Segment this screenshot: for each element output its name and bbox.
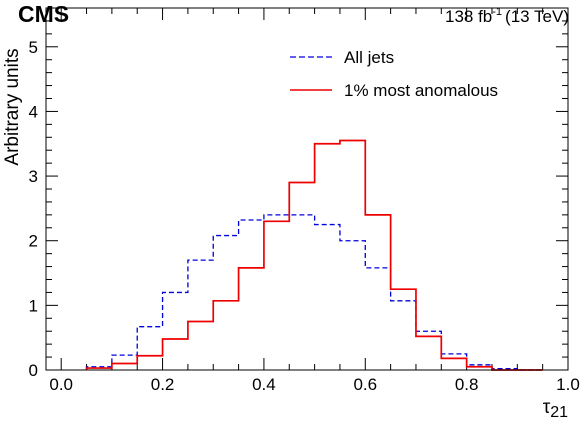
series-most-anomalous	[85, 139, 543, 371]
y-tick-label: 4	[29, 102, 38, 121]
x-tick-label: 0.6	[353, 375, 377, 394]
luminosity-label: 138 fb-1 (13 TeV)	[445, 6, 569, 26]
legend-label-all-jets: All jets	[344, 48, 394, 67]
y-tick-label: 1	[29, 296, 38, 315]
y-tick-label: 2	[29, 232, 38, 251]
plot-frame	[45, 7, 569, 371]
tick-labels: 0.0 0.2 0.4 0.6 0.8 1.0 0 1 2 3 4 5	[29, 38, 580, 394]
y-tick-label: 5	[29, 38, 38, 57]
experiment-label: CMS	[18, 1, 69, 27]
y-tick-label: 3	[29, 167, 38, 186]
histogram-line	[85, 139, 543, 371]
series-layer	[85, 139, 543, 371]
legend-label-most-anomalous: 1% most anomalous	[344, 81, 498, 100]
x-tick-label: 0.0	[49, 375, 73, 394]
x-axis-title: τ21	[543, 397, 568, 421]
x-tick-label: 0.2	[151, 375, 175, 394]
axis-ticks	[46, 7, 569, 371]
x-tick-label: 0.8	[455, 375, 479, 394]
histogram-line	[85, 214, 543, 371]
legend: All jets 1% most anomalous	[290, 48, 498, 100]
x-tick-label: 0.4	[252, 375, 276, 394]
series-all-jets	[85, 214, 543, 371]
y-tick-label: 0	[29, 361, 38, 380]
y-axis-title: Arbitrary units	[2, 48, 23, 165]
x-tick-label: 1.0	[556, 375, 580, 394]
